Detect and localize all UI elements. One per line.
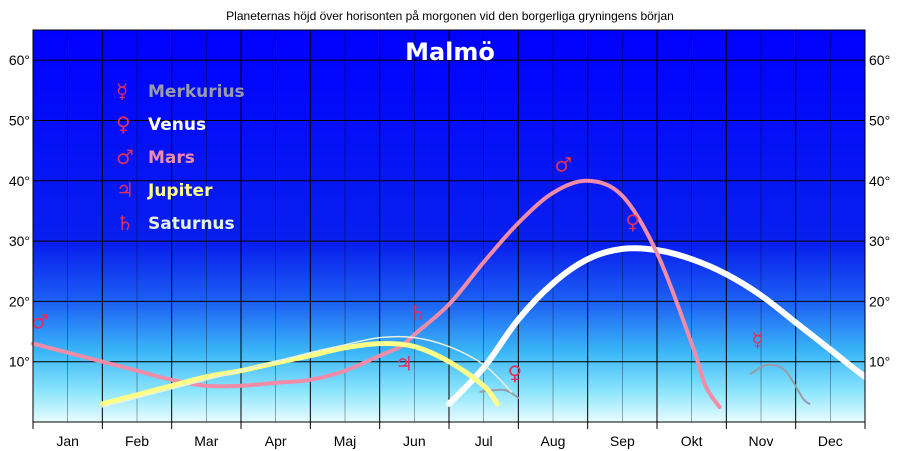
chart-title: Planeternas höjd över horisonten på morg… (226, 9, 674, 23)
y-tick-label-left: 10° (9, 354, 30, 370)
legend-label: Jupiter (147, 181, 213, 201)
curve-annotations: ♂ ♄ ♃ ♀ ♂ ♀ ☿ (31, 153, 764, 385)
x-tick-label: Jan (56, 433, 79, 449)
x-tick-label: Jun (403, 433, 426, 449)
x-tick-label: Maj (334, 433, 357, 449)
x-tick-label: Jul (475, 433, 493, 449)
location-title: Malmö (405, 38, 495, 66)
y-tick-label-right: 30° (869, 233, 890, 249)
legend-symbol: ♄ (116, 211, 134, 235)
x-tick-label: Feb (125, 433, 149, 449)
annotation-symbol: ♂ (554, 153, 572, 177)
legend-label: Saturnus (148, 214, 235, 234)
annotation-symbol: ♂ (31, 310, 49, 334)
y-axis-left: 10° 20° 30° 40° 50° 60° (9, 52, 30, 370)
y-tick-label-right: 20° (869, 293, 890, 309)
legend-label: Venus (148, 115, 206, 135)
x-axis: Jan Feb Mar Apr Maj Jun Jul Aug Sep Okt Nov Dec (32, 422, 866, 449)
x-tick-label: Dec (818, 433, 843, 449)
y-tick-label-right: 60° (869, 52, 890, 68)
grid-lines (33, 30, 865, 422)
y-tick-label-right: 50° (869, 112, 890, 128)
legend-symbol: ☿ (116, 79, 128, 103)
x-tick-label: Apr (265, 433, 287, 449)
legend-symbol: ♀ (116, 112, 131, 136)
x-tick-label: Okt (681, 433, 703, 449)
series-line-merkurius (749, 363, 811, 405)
annotation-symbol: ♄ (409, 300, 427, 324)
y-tick-label-left: 20° (9, 293, 30, 309)
y-tick-label-left: 40° (9, 173, 30, 189)
x-tick-label: Nov (749, 433, 774, 449)
series-line-jupiter (99, 341, 500, 407)
legend-symbol: ♃ (116, 178, 134, 202)
series-line-saturnus (101, 335, 513, 408)
y-tick-label-right: 10° (869, 354, 890, 370)
y-tick-label-left: 60° (9, 52, 30, 68)
legend-label: Mars (148, 148, 195, 168)
annotation-symbol: ♀ (625, 210, 640, 234)
x-tick-label: Aug (541, 433, 566, 449)
series-line-venus (446, 245, 900, 407)
series-curves (31, 178, 900, 409)
y-tick-label-right: 40° (869, 173, 890, 189)
y-axis-right: 10° 20° 30° 40° 50° 60° (869, 52, 890, 370)
legend-symbol: ♂ (116, 145, 134, 169)
y-tick-label-left: 30° (9, 233, 30, 249)
x-tick-label: Mar (194, 433, 218, 449)
annotation-symbol: ♀ (508, 361, 523, 385)
legend: ☿ Merkurius ♀ Venus ♂ Mars ♃ Jupiter ♄ Saturnus (116, 79, 245, 235)
legend-label: Merkurius (148, 82, 245, 102)
y-tick-label-left: 50° (9, 112, 30, 128)
annotation-symbol: ♃ (395, 352, 413, 376)
annotation-symbol: ☿ (751, 328, 763, 352)
x-tick-label: Sep (610, 433, 635, 449)
